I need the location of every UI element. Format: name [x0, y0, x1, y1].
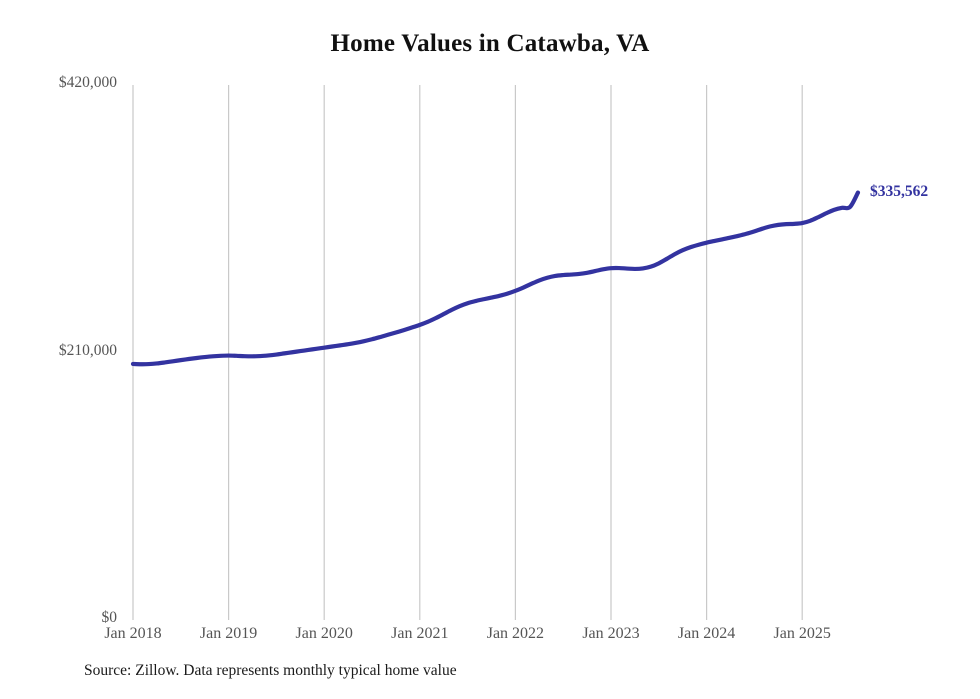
gridlines-group — [132, 85, 803, 620]
x-tick-jan-2022: Jan 2022 — [486, 625, 545, 642]
x-tick-jan-2025: Jan 2025 — [773, 625, 831, 642]
y-tick-420000: $420,000 — [58, 74, 117, 91]
x-tick-jan-2018: Jan 2018 — [104, 625, 162, 642]
x-tick-jan-2023: Jan 2023 — [582, 625, 640, 642]
x-tick-jan-2019: Jan 2019 — [199, 625, 258, 642]
x-tick-jan-2020: Jan 2020 — [295, 625, 353, 642]
page-title: Home Values in Catawba, VA — [330, 30, 650, 57]
x-tick-jan-2021: Jan 2021 — [391, 625, 449, 642]
end-value-annotation: $335,562 — [869, 182, 929, 200]
series-line-typical-home-value — [130, 190, 861, 367]
source-note: Source: Zillow. Data represents monthly … — [84, 662, 457, 679]
y-tick-0: $0 — [101, 609, 118, 626]
y-tick-210000: $210,000 — [58, 341, 117, 359]
x-tick-jan-2024: Jan 2024 — [677, 625, 736, 642]
